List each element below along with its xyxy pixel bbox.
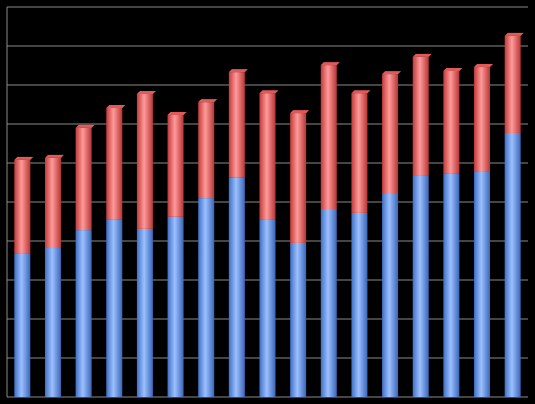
- bar-segment: [351, 212, 368, 397]
- bar-segment: [412, 175, 429, 397]
- bar-cap: [44, 154, 64, 158]
- bar-cap: [474, 64, 494, 68]
- bar-cap: [198, 99, 218, 103]
- bar-segment: [167, 115, 184, 217]
- bar-cap: [167, 112, 187, 116]
- bar-cap: [320, 62, 340, 66]
- bar-cap: [136, 90, 156, 94]
- bar-segment: [167, 216, 184, 397]
- bar-segment: [106, 108, 123, 220]
- bar-segment: [228, 72, 245, 178]
- bar-segment: [382, 193, 399, 397]
- bar-cap: [228, 69, 248, 73]
- bar-segment: [259, 93, 276, 220]
- bar-segment: [320, 65, 337, 210]
- bar-segment: [228, 177, 245, 397]
- bar-segment: [198, 102, 215, 199]
- bar-cap: [412, 53, 432, 57]
- bar-segment: [504, 132, 521, 397]
- bar-segment: [351, 93, 368, 213]
- bar-segment: [106, 219, 123, 397]
- bar-cap: [382, 71, 402, 75]
- bar-segment: [75, 230, 92, 397]
- bar-segment: [474, 67, 491, 172]
- bar-segment: [136, 93, 153, 229]
- bar-segment: [44, 157, 61, 249]
- bar-cap: [75, 124, 95, 128]
- bar-segment: [290, 113, 307, 243]
- bar-segment: [382, 74, 399, 194]
- bar-cap: [504, 32, 524, 36]
- bar-segment: [290, 242, 307, 397]
- bar-segment: [259, 219, 276, 397]
- bar-cap: [443, 67, 463, 71]
- bar-segment: [136, 228, 153, 397]
- bar-segment: [198, 198, 215, 397]
- bar-cap: [290, 110, 310, 114]
- bar-segment: [412, 56, 429, 176]
- bar-segment: [14, 253, 31, 397]
- bar-segment: [443, 70, 460, 174]
- bar-segment: [474, 171, 491, 397]
- bar-cap: [106, 105, 126, 109]
- bar-cap: [351, 90, 371, 94]
- bar-segment: [75, 127, 92, 231]
- bar-segment: [504, 35, 521, 133]
- bar-segment: [44, 248, 61, 397]
- bar-segment: [443, 173, 460, 397]
- bar-cap: [14, 156, 34, 160]
- bar-segment: [320, 209, 337, 397]
- bar-cap: [259, 90, 279, 94]
- bar-segment: [14, 159, 31, 254]
